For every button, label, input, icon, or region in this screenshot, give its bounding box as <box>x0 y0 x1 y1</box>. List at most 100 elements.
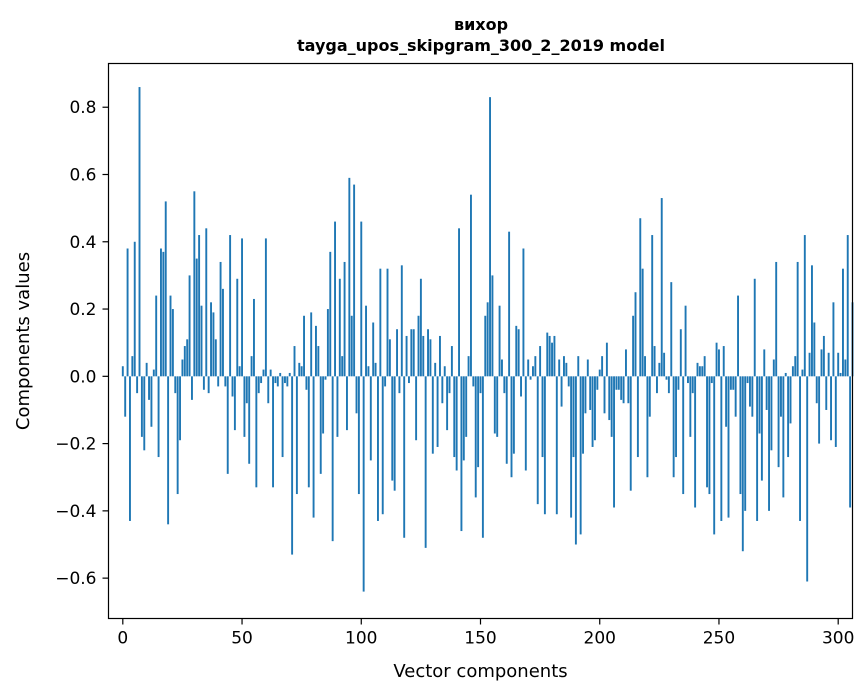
bar <box>703 356 706 377</box>
bar <box>460 376 463 532</box>
bar <box>572 376 575 458</box>
y-axis-label: Components values <box>13 252 34 430</box>
bar-series <box>121 87 854 592</box>
bar <box>164 201 167 377</box>
bar <box>644 356 646 377</box>
bar <box>362 376 365 592</box>
bar <box>470 194 472 377</box>
bar <box>658 362 661 377</box>
bar <box>760 376 763 481</box>
bar <box>646 376 649 478</box>
bar <box>405 335 408 377</box>
bar <box>627 376 630 404</box>
bar <box>176 376 179 495</box>
bar <box>148 376 150 400</box>
bar <box>489 97 491 377</box>
bar <box>763 349 766 377</box>
bar <box>171 309 174 377</box>
bar <box>708 376 711 495</box>
bar <box>367 366 370 377</box>
y-tick-label: −0.6 <box>55 569 96 589</box>
bar <box>603 376 606 414</box>
bar <box>355 376 358 414</box>
bar <box>663 352 666 377</box>
bar <box>677 376 680 390</box>
bar <box>701 366 704 377</box>
bar <box>446 376 449 431</box>
bar <box>384 376 387 387</box>
bar <box>849 376 852 508</box>
bar <box>503 376 506 394</box>
bar <box>775 261 778 377</box>
bar <box>443 366 446 377</box>
bar <box>326 309 329 377</box>
bar <box>317 346 320 377</box>
bar <box>753 278 756 377</box>
bar <box>129 376 131 521</box>
bar <box>372 322 375 377</box>
bar <box>601 356 604 377</box>
bar <box>560 376 563 407</box>
bar <box>636 376 639 458</box>
x-tick-label: 50 <box>231 629 253 649</box>
bar <box>579 376 582 535</box>
bar <box>431 376 434 454</box>
bar <box>236 278 239 377</box>
bar <box>229 235 232 377</box>
bar <box>641 268 644 377</box>
bar <box>651 235 654 377</box>
bar <box>279 372 282 377</box>
bar <box>696 362 699 377</box>
bar <box>815 376 818 404</box>
bar <box>598 369 601 377</box>
bar <box>200 305 203 377</box>
bar <box>455 376 458 471</box>
bar <box>338 278 341 377</box>
bar <box>529 376 532 380</box>
bar <box>284 376 286 384</box>
bar <box>472 376 475 387</box>
bar <box>193 191 196 377</box>
bar <box>307 376 310 488</box>
bar <box>741 376 744 552</box>
bar <box>202 376 205 390</box>
bar <box>260 376 263 384</box>
bar <box>140 376 143 437</box>
bar <box>298 362 301 377</box>
bar <box>346 376 348 431</box>
bar <box>839 372 842 377</box>
bar <box>620 376 623 400</box>
bar <box>660 198 663 377</box>
y-tick-label: 0.6 <box>69 166 96 186</box>
bar <box>632 315 635 377</box>
bar <box>758 376 761 434</box>
bar <box>744 376 747 511</box>
bar <box>238 366 241 377</box>
bar <box>846 235 849 377</box>
bar <box>133 241 136 377</box>
bar <box>136 376 139 394</box>
bar <box>388 339 391 377</box>
bar <box>749 376 751 407</box>
bar <box>439 335 441 377</box>
bar <box>622 376 625 404</box>
bar <box>334 221 336 377</box>
bar <box>520 376 522 397</box>
bar <box>222 288 224 377</box>
bar <box>515 325 518 377</box>
bar <box>811 265 813 377</box>
bar <box>276 376 279 387</box>
chart-title-line2: tayga_upos_skipgram_300_2_2019 model <box>297 36 665 55</box>
bar <box>241 238 243 377</box>
bar <box>837 352 840 377</box>
bar <box>679 329 682 377</box>
bar <box>842 268 844 377</box>
bar <box>458 228 460 377</box>
bar <box>315 325 317 377</box>
chart-title-line1: вихор <box>454 15 508 34</box>
bar <box>491 275 494 377</box>
bar <box>453 376 456 458</box>
bar <box>610 376 613 437</box>
bar <box>682 376 685 495</box>
bar <box>365 305 367 377</box>
